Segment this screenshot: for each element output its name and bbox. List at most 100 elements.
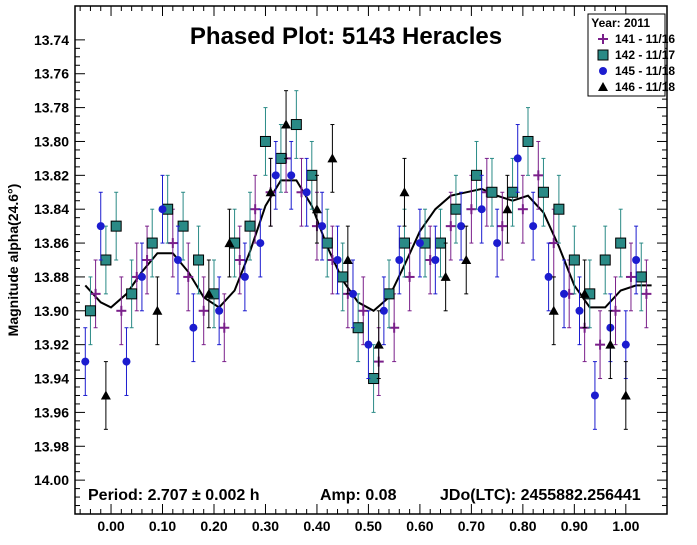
legend-entry-label: 142 - 11/17 xyxy=(615,48,675,62)
plus-marker xyxy=(517,204,528,215)
legend-items: 141 - 11/16 142 - 11/17 145 - 11/18 146 - 1… xyxy=(597,32,675,94)
y-tick-label: 13.82 xyxy=(34,167,69,183)
axis-ticks xyxy=(75,6,667,514)
x-tick-label: 0.40 xyxy=(303,518,330,534)
circle-marker xyxy=(348,289,357,298)
circle-marker xyxy=(395,256,404,264)
plus-marker xyxy=(116,305,127,316)
circle-marker xyxy=(544,272,553,281)
square-marker xyxy=(597,49,609,61)
x-tick-label: 0.90 xyxy=(561,518,588,534)
triangle-marker xyxy=(461,255,472,264)
circle-marker xyxy=(513,154,522,163)
triangle-marker xyxy=(502,204,513,214)
triangle-marker xyxy=(203,288,214,298)
circle-marker xyxy=(333,256,342,264)
square-marker xyxy=(486,186,498,198)
triangle-marker xyxy=(605,339,616,349)
y-tick-label: 14.00 xyxy=(34,472,69,488)
plus-marker xyxy=(497,221,508,232)
x-tick-label: 0.60 xyxy=(406,518,433,534)
circle-marker xyxy=(599,67,607,75)
circle-marker xyxy=(189,323,198,332)
square-marker xyxy=(244,220,256,232)
triangle-marker xyxy=(327,153,338,163)
circle-marker xyxy=(621,340,630,349)
y-axis-label: Magnitude alpha(24.6°) xyxy=(5,184,21,337)
triangle-marker xyxy=(373,339,384,349)
y-tick-label: 13.88 xyxy=(34,269,69,285)
legend-entry-label: 145 - 11/18 xyxy=(615,64,675,78)
square-marker xyxy=(383,288,395,300)
circle-marker xyxy=(96,222,105,231)
circle-marker xyxy=(215,306,224,315)
square-marker xyxy=(321,237,333,249)
triangle-marker xyxy=(440,271,451,281)
plus-marker xyxy=(90,288,101,299)
x-tick-label: 0.70 xyxy=(458,518,485,534)
y-tick-label: 13.80 xyxy=(34,133,69,149)
plus-marker xyxy=(198,305,209,316)
x-tick-label: 1.00 xyxy=(612,518,639,534)
plus-marker xyxy=(533,170,544,181)
circle-marker xyxy=(529,222,538,231)
fit-curve-layer xyxy=(84,179,652,313)
square-marker xyxy=(599,254,611,266)
circle-marker xyxy=(271,171,280,180)
y-tick-label: 13.96 xyxy=(34,404,69,420)
square-marker xyxy=(126,288,138,300)
circle-marker xyxy=(364,340,373,349)
y-tick-label: 13.98 xyxy=(34,438,69,454)
circle-marker xyxy=(431,256,440,264)
triangle-marker xyxy=(548,305,559,315)
circle-marker xyxy=(240,272,249,281)
plus-marker xyxy=(625,271,636,282)
circle-marker xyxy=(173,256,182,264)
circle-marker xyxy=(575,306,584,315)
plus-marker xyxy=(598,34,608,44)
circle-marker xyxy=(256,239,265,248)
circle-marker xyxy=(493,239,502,248)
square-marker xyxy=(537,186,549,198)
data-points-layer xyxy=(81,90,652,430)
plus-marker xyxy=(641,288,652,299)
square-marker xyxy=(193,254,205,266)
fit-curve xyxy=(84,179,652,313)
plus-marker xyxy=(595,339,606,350)
square-marker xyxy=(553,203,565,215)
triangle-marker xyxy=(399,187,410,197)
triangle-marker xyxy=(311,204,322,214)
legend: Year: 2011 141 - 11/16 142 - 11/17 145 - 1… xyxy=(587,13,675,97)
x-tick-label: 0.20 xyxy=(200,518,227,534)
x-tick-label: 0.00 xyxy=(97,518,124,534)
circle-marker xyxy=(590,391,599,400)
jdo-text: JDo(LTC): 2455882.256441 xyxy=(440,487,641,504)
square-marker xyxy=(110,220,122,232)
square-marker xyxy=(290,119,302,131)
circle-marker xyxy=(302,188,311,197)
x-tick-label: 0.80 xyxy=(509,518,536,534)
legend-title: Year: 2011 xyxy=(591,16,650,30)
x-tick-label: 0.10 xyxy=(149,518,176,534)
plus-marker xyxy=(219,322,230,333)
triangle-marker xyxy=(620,390,631,400)
circle-marker xyxy=(560,289,569,298)
circle-marker xyxy=(287,171,296,180)
legend-entry-label: 141 - 11/16 xyxy=(615,32,675,46)
y-tick-label: 13.94 xyxy=(34,371,69,387)
square-marker xyxy=(615,237,627,249)
triangle-marker xyxy=(265,187,276,197)
x-tick-label: 0.30 xyxy=(252,518,279,534)
y-tick-labels: 13.74 13.76 13.78 13.80 13.82 13.84 13.86 13.88… xyxy=(34,32,69,488)
amplitude-text: Amp: 0.08 xyxy=(320,487,397,504)
circle-marker xyxy=(632,256,641,264)
square-marker xyxy=(522,135,534,147)
triangle-marker xyxy=(281,119,292,129)
y-tick-label: 13.84 xyxy=(34,201,69,217)
circle-marker xyxy=(122,357,131,366)
square-marker xyxy=(635,271,647,283)
circle-marker xyxy=(81,357,90,366)
circle-marker xyxy=(137,272,146,281)
square-marker xyxy=(146,237,158,249)
